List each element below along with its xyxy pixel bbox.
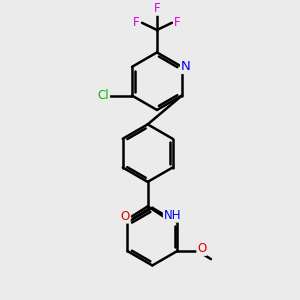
Text: Cl: Cl	[98, 89, 109, 102]
Text: O: O	[121, 210, 130, 223]
Text: F: F	[174, 16, 181, 29]
Text: F: F	[154, 2, 160, 15]
Text: NH: NH	[164, 209, 181, 222]
Text: N: N	[181, 60, 190, 73]
Text: O: O	[197, 242, 206, 255]
Text: F: F	[133, 16, 140, 29]
